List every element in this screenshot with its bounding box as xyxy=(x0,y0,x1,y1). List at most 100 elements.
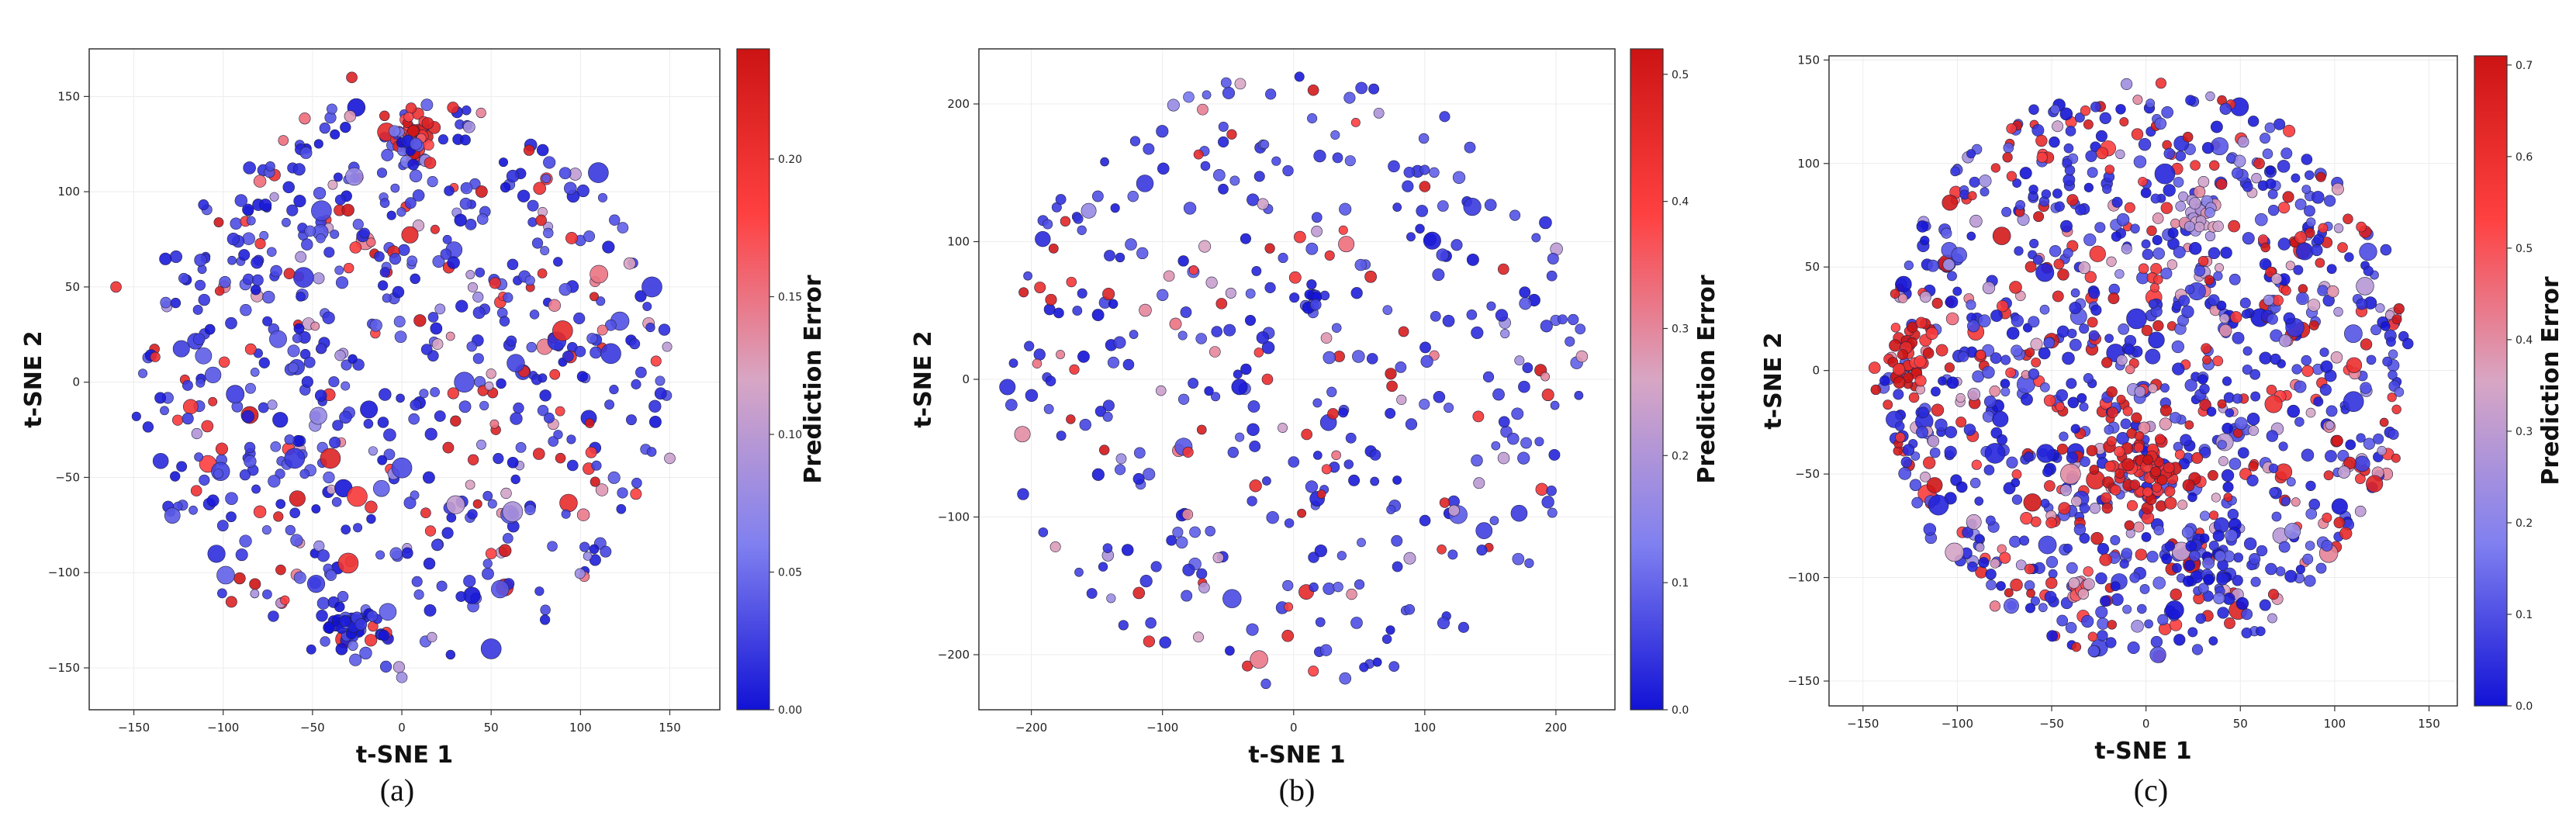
scatter-point xyxy=(576,371,588,382)
y-tick-label: −50 xyxy=(55,470,80,484)
scatter-point xyxy=(1510,504,1528,522)
scatter-point xyxy=(472,353,484,365)
scatter-point xyxy=(1056,431,1067,441)
scatter-point xyxy=(280,595,290,605)
scatter-point xyxy=(1045,375,1056,387)
scatter-point xyxy=(2246,474,2259,486)
scatter-point xyxy=(507,258,519,271)
scatter-point xyxy=(2270,353,2281,365)
x-tick-label: −150 xyxy=(1847,717,1879,731)
scatter-point xyxy=(2215,178,2228,190)
scatter-point xyxy=(2182,576,2194,587)
scatter-point xyxy=(2030,337,2043,351)
scatter-point xyxy=(2106,436,2117,447)
scatter-point xyxy=(393,316,406,328)
scatter-point xyxy=(1163,270,1175,282)
scatter-point xyxy=(293,571,306,584)
scatter-point xyxy=(1211,326,1222,337)
scatter-point xyxy=(377,455,388,465)
scatter-point xyxy=(543,227,554,239)
scatter-point xyxy=(2067,328,2077,339)
scatter-point xyxy=(489,419,500,429)
scatter-point xyxy=(430,224,440,234)
scatter-point xyxy=(287,362,299,374)
scatter-point xyxy=(1094,406,1107,417)
scatter-point xyxy=(2181,526,2194,539)
scatter-point xyxy=(617,222,629,233)
scatter-point xyxy=(2354,505,2367,517)
scatter-point xyxy=(1018,287,1029,298)
scatter-point xyxy=(2116,354,2128,366)
scatter-point xyxy=(2140,187,2152,199)
scatter-point xyxy=(2366,475,2384,493)
scatter-point xyxy=(341,381,351,391)
scatter-point xyxy=(427,176,438,188)
scatter-point xyxy=(431,338,444,350)
scatter-point xyxy=(1916,220,1929,233)
colorbar-tick-label: 0.20 xyxy=(778,154,802,166)
scatter-point xyxy=(2331,498,2348,515)
scatter-point xyxy=(2283,312,2295,324)
scatter-point xyxy=(267,399,278,410)
scatter-point xyxy=(1945,295,1959,309)
scatter-point xyxy=(2232,331,2245,344)
scatter-point xyxy=(1926,477,1943,493)
scatter-point xyxy=(491,579,510,599)
scatter-point xyxy=(1339,202,1352,216)
scatter-point xyxy=(379,660,392,673)
scatter-point xyxy=(150,351,161,362)
scatter-point xyxy=(1331,450,1341,461)
scatter-point xyxy=(2294,380,2307,393)
scatter-point xyxy=(513,402,524,414)
scatter-point xyxy=(2311,191,2325,204)
scatter-point xyxy=(2301,365,2314,377)
scatter-point xyxy=(2028,368,2040,380)
scatter-point xyxy=(2019,167,2032,180)
scatter-point xyxy=(2308,320,2319,330)
scatter-point xyxy=(1898,293,1908,303)
scatter-point xyxy=(2104,334,2114,343)
scatter-point xyxy=(2152,234,2163,246)
scatter-point xyxy=(1420,354,1433,368)
scatter-point xyxy=(366,610,379,622)
scatter-point xyxy=(2304,205,2315,217)
scatter-point xyxy=(2301,154,2313,165)
scatter-point xyxy=(1282,579,1294,591)
scatter-point xyxy=(1419,181,1431,192)
scatter-point xyxy=(2225,408,2235,417)
scatter-point xyxy=(2077,588,2090,600)
x-tick-label: 50 xyxy=(484,721,499,735)
scatter-point xyxy=(596,324,608,336)
scatter-point xyxy=(1947,271,1957,282)
scatter-point xyxy=(1364,270,1377,283)
scatter-point xyxy=(1260,678,1271,690)
scatter-point xyxy=(2115,104,2126,115)
scatter-point xyxy=(2152,213,2164,224)
scatter-point xyxy=(566,434,576,444)
scatter-point xyxy=(1222,86,1236,99)
scatter-point xyxy=(262,589,272,600)
scatter-point xyxy=(2295,565,2305,575)
scatter-point xyxy=(2321,540,2333,552)
scatter-point xyxy=(2219,323,2232,337)
scatter-point xyxy=(1978,557,1990,569)
scatter-point xyxy=(283,268,296,280)
scatter-point xyxy=(2009,535,2021,548)
scatter-point xyxy=(2363,265,2374,276)
scatter-point xyxy=(1942,258,1955,271)
scatter-point xyxy=(462,120,475,133)
scatter-point xyxy=(2208,247,2221,260)
scatter-point xyxy=(1177,255,1189,267)
scatter-point xyxy=(1166,534,1177,546)
scatter-point xyxy=(250,589,260,599)
scatter-point xyxy=(2028,185,2038,195)
scatter-point xyxy=(142,421,154,433)
scatter-point xyxy=(251,256,264,269)
scatter-point xyxy=(1574,390,1584,400)
scatter-point xyxy=(1281,629,1295,642)
scatter-point xyxy=(2079,503,2090,514)
scatter-point xyxy=(2242,346,2253,356)
scatter-point xyxy=(1182,563,1195,576)
scatter-point xyxy=(2263,294,2274,306)
scatter-point xyxy=(249,578,261,590)
